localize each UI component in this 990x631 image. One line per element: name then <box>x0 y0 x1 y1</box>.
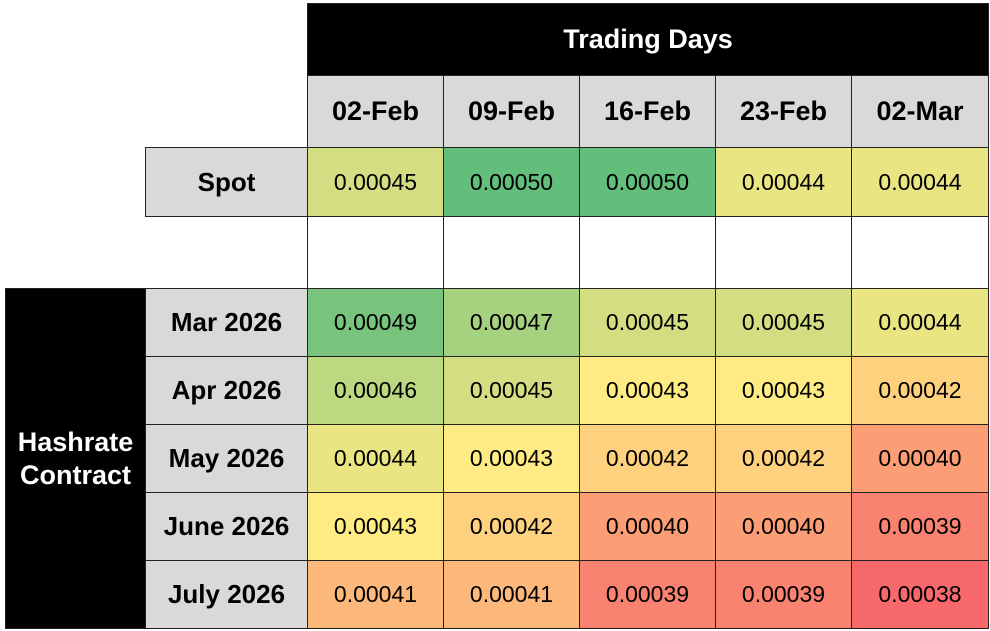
heatmap-cell: 0.00050 <box>579 147 716 217</box>
heatmap-cell: 0.00039 <box>579 560 716 629</box>
heatmap-cell: 0.00040 <box>851 424 989 493</box>
heatmap-cell: 0.00044 <box>307 424 444 493</box>
heatmap-cell: 0.00043 <box>443 424 580 493</box>
heatmap-cell: 0.00041 <box>443 560 580 629</box>
heatmap-cell: 0.00042 <box>715 424 852 493</box>
heatmap-cell: 0.00050 <box>443 147 580 217</box>
empty-cell <box>851 216 989 289</box>
column-header: 23-Feb <box>715 75 852 148</box>
heatmap-cell: 0.00043 <box>307 492 444 561</box>
row-label-spot: Spot <box>145 147 308 217</box>
heatmap-cell: 0.00038 <box>851 560 989 629</box>
heatmap-cell: 0.00040 <box>715 492 852 561</box>
heatmap-cell: 0.00039 <box>851 492 989 561</box>
heatmap-cell: 0.00049 <box>307 288 444 357</box>
heatmap-cell: 0.00045 <box>443 356 580 425</box>
heatmap-cell: 0.00045 <box>715 288 852 357</box>
heatmap-cell: 0.00044 <box>715 147 852 217</box>
heatmap-cell: 0.00039 <box>715 560 852 629</box>
empty-cell <box>579 216 716 289</box>
heatmap-cell: 0.00042 <box>443 492 580 561</box>
row-group-label: Hashrate Contract <box>5 288 146 629</box>
heatmap-cell: 0.00041 <box>307 560 444 629</box>
row-label: June 2026 <box>145 492 308 561</box>
heatmap-cell: 0.00044 <box>851 288 989 357</box>
heatmap-cell: 0.00043 <box>579 356 716 425</box>
column-header: 16-Feb <box>579 75 716 148</box>
heatmap-cell: 0.00040 <box>579 492 716 561</box>
heatmap-cell: 0.00042 <box>579 424 716 493</box>
heatmap-cell: 0.00043 <box>715 356 852 425</box>
row-label: May 2026 <box>145 424 308 493</box>
row-label: Mar 2026 <box>145 288 308 357</box>
row-label: Apr 2026 <box>145 356 308 425</box>
heatmap-cell: 0.00046 <box>307 356 444 425</box>
heatmap-cell: 0.00045 <box>579 288 716 357</box>
column-header: 02-Mar <box>851 75 989 148</box>
row-label: July 2026 <box>145 560 308 629</box>
heatmap-cell: 0.00042 <box>851 356 989 425</box>
heatmap-cell: 0.00047 <box>443 288 580 357</box>
empty-cell <box>307 216 444 289</box>
title-header: Trading Days <box>307 3 989 76</box>
empty-cell <box>715 216 852 289</box>
empty-cell <box>443 216 580 289</box>
column-header: 09-Feb <box>443 75 580 148</box>
heatmap-cell: 0.00045 <box>307 147 444 217</box>
column-header: 02-Feb <box>307 75 444 148</box>
heatmap-cell: 0.00044 <box>851 147 989 217</box>
